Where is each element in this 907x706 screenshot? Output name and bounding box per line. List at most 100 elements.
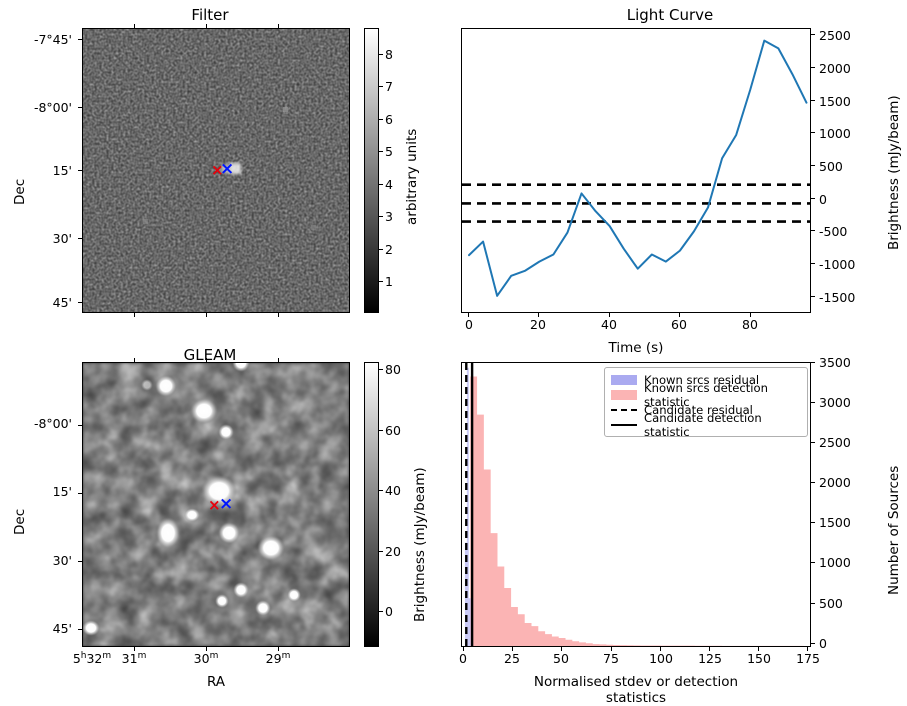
legend-item-known-srcs-residual[interactable]: Known srcs residual [611, 372, 801, 387]
gleam-xtick-2: 30m [182, 651, 230, 666]
histogram-xlabel: Normalised stdev or detection statistics [533, 674, 739, 706]
gleam-xtick-1: 31m [110, 651, 158, 666]
filter-noise-image [83, 29, 349, 312]
legend-label-known-srcs-residual: Known srcs residual [644, 372, 760, 387]
legend-label-candidate-residual: Candidate residual [644, 402, 753, 417]
filter-ytick-1: -8°00' [33, 100, 72, 115]
histogram-xtick-5: 125 [698, 651, 722, 666]
lightcurve-ytick-6: 1500 [819, 94, 851, 109]
histogram-xtick-7: 175 [796, 651, 820, 666]
lightcurve-series-line [468, 39, 808, 297]
histogram-ytick-7: 3500 [819, 355, 851, 370]
lightcurve-ytick-1: -1000 [819, 257, 856, 272]
lightcurve-ytick-0: -1500 [819, 290, 856, 305]
filter-image-axes [82, 28, 350, 313]
histogram-legend: Known srcs residual Known srcs detection… [604, 367, 808, 439]
gleam-cbar-tick-0: 0 [385, 604, 393, 619]
gleam-image-axes [82, 362, 350, 647]
histogram-ytick-5: 2500 [819, 435, 851, 450]
gleam-cbar-tick-2: 40 [385, 483, 401, 498]
gleam-xtick-3: 29m [254, 651, 302, 666]
lightcurve-tick-marks [461, 28, 815, 317]
histogram-ytick-0: 0 [819, 636, 827, 651]
filter-red-cross-icon: × [211, 161, 224, 179]
gleam-cbar-tick-4: 80 [385, 362, 401, 377]
filter-panel-title: Filter [191, 6, 229, 24]
filter-blue-cross-icon: × [220, 159, 235, 179]
legend-line-candidate-detection-statistic [611, 423, 637, 426]
legend-swatch-known-srcs-residual [611, 374, 637, 385]
filter-cbar-tick-6: 6 [385, 112, 393, 127]
legend-item-candidate-residual[interactable]: Candidate residual [611, 402, 801, 417]
lightcurve-ytick-4: 500 [819, 159, 843, 174]
filter-cbar-tick-2: 2 [385, 242, 393, 257]
lightcurve-panel-title: Light Curve [626, 6, 714, 24]
gleam-blue-cross-icon: × [219, 494, 234, 514]
filter-cbar-tick-5: 5 [385, 144, 393, 159]
lightcurve-ytick-7: 2000 [819, 61, 851, 76]
gleam-ylabel: Dec [12, 508, 28, 535]
legend-label-candidate-detection-statistic: Candidate detection statistic [644, 410, 762, 439]
gleam-xtick-0-label: 5h32m [72, 651, 112, 667]
lightcurve-ytick-8: 2500 [819, 28, 851, 43]
lightcurve-xtick-2: 40 [601, 317, 617, 332]
gleam-colorbar-label: Brightness (mJy/beam) [412, 467, 428, 622]
gleam-xtick-0: 5h32m [58, 651, 126, 666]
lightcurve-ylabel: Brightness (mJy/beam) [886, 95, 902, 250]
histogram-xtick-2: 50 [553, 651, 569, 666]
lightcurve-ytick-2: -500 [819, 224, 848, 239]
lightcurve-plot [462, 39, 810, 297]
histogram-ytick-6: 3000 [819, 395, 851, 410]
filter-xtick-marks [78, 24, 350, 317]
histogram-xtick-3: 75 [603, 651, 619, 666]
gleam-tick-marks [78, 358, 350, 651]
gleam-panel-title: GLEAM [183, 346, 237, 364]
filter-cbar-tick-4: 4 [385, 177, 393, 192]
lightcurve-xtick-0: 0 [465, 317, 473, 332]
lightcurve-xlabel: Time (s) [608, 340, 664, 356]
legend-item-known-srcs-detection-statistic[interactable]: Known srcs detection statistic [611, 381, 801, 409]
lightcurve-axes [461, 28, 811, 313]
histogram-ytick-4: 2000 [819, 475, 851, 490]
gleam-cbar-tick-3: 60 [385, 423, 401, 438]
lightcurve-ytick-3: 0 [819, 192, 827, 207]
histogram-xtick-4: 100 [649, 651, 673, 666]
histogram-xtick-6: 150 [747, 651, 771, 666]
histogram-ytick-1: 500 [819, 596, 843, 611]
filter-cbar-tick-3: 3 [385, 209, 393, 224]
histogram-xtick-1: 25 [504, 651, 520, 666]
histogram-xtick-0: 0 [459, 651, 467, 666]
histogram-series-0 [470, 376, 804, 646]
lightcurve-xtick-3: 60 [671, 317, 687, 332]
filter-ytick-4: 45' [52, 295, 72, 310]
histogram-plot [464, 363, 804, 646]
filter-ytick-3: 30' [52, 231, 72, 246]
legend-label-known-srcs-detection-statistic: Known srcs detection statistic [644, 380, 768, 409]
gleam-colorbar [364, 362, 379, 647]
filter-cbar-tick-8: 8 [385, 47, 393, 62]
filter-colorbar [364, 28, 379, 313]
gleam-cbar-tick-1: 20 [385, 544, 401, 559]
lightcurve-xtick-1: 20 [530, 317, 546, 332]
histogram-ytick-2: 1000 [819, 555, 851, 570]
histogram-ytick-3: 1500 [819, 515, 851, 530]
filter-cbar-tick-7: 7 [385, 79, 393, 94]
lightcurve-xtick-4: 80 [742, 317, 758, 332]
legend-line-candidate-residual [611, 408, 637, 411]
filter-ytick-2: 15' [52, 163, 72, 178]
filter-cbar-tick-1: 1 [385, 274, 393, 289]
gleam-ytick-3: 45' [52, 621, 72, 636]
gleam-red-cross-icon: × [208, 496, 221, 514]
legend-item-candidate-detection-statistic[interactable]: Candidate detection statistic [611, 411, 801, 439]
gleam-ytick-0: -8°00' [33, 416, 72, 431]
lightcurve-ytick-5: 1000 [819, 126, 851, 141]
legend-swatch-known-srcs-detection-statistic [611, 389, 637, 400]
gleam-xlabel: RA [206, 674, 226, 690]
gleam-xtick-1-label: 31m [121, 651, 147, 667]
filter-ytick-0: -7°45' [33, 32, 72, 47]
gleam-radio-image [83, 363, 349, 646]
histogram-tick-marks [461, 362, 815, 651]
histogram-series-1 [464, 367, 471, 646]
gleam-ytick-1: 15' [52, 484, 72, 499]
